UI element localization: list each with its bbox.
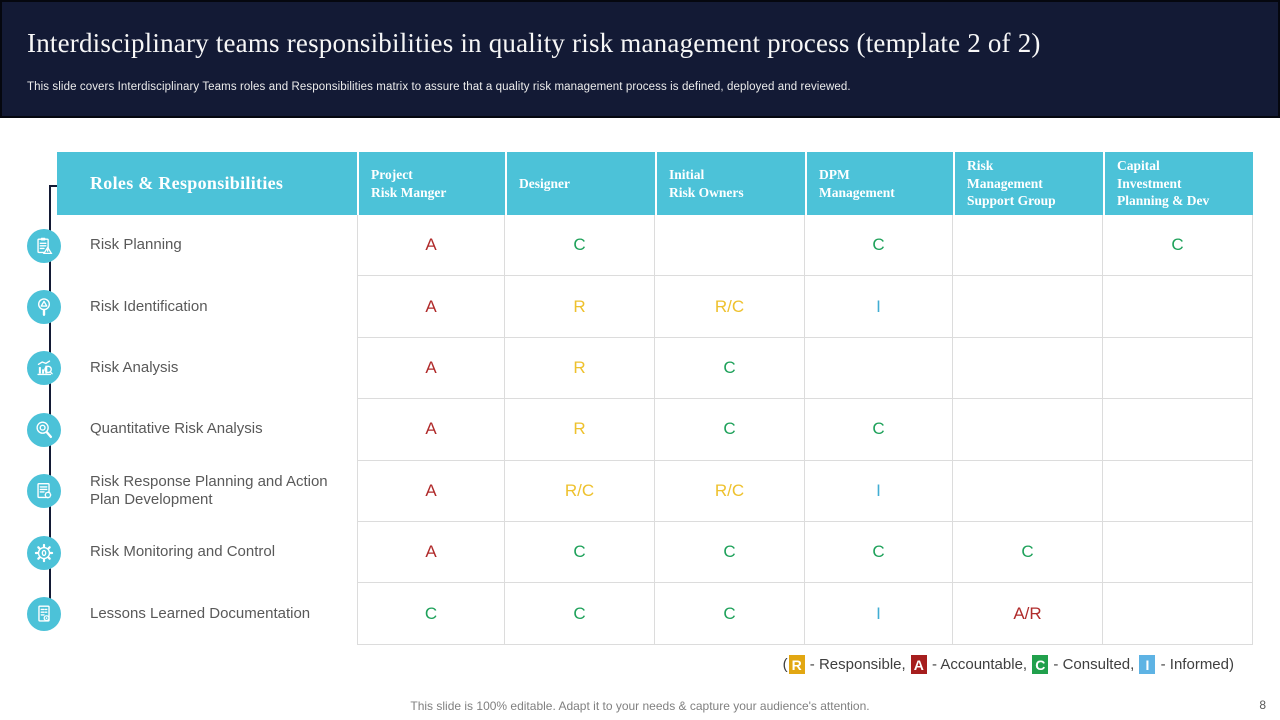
chart-magnifier-icon <box>27 351 61 386</box>
slide-title: Interdisciplinary teams responsibilities… <box>27 28 1041 58</box>
raci-cell <box>1103 521 1253 584</box>
checklist-gear-icon <box>27 597 61 632</box>
raci-cell: C <box>1103 215 1253 277</box>
raci-cell: A <box>357 521 505 584</box>
row-icon-cell <box>27 276 61 337</box>
raci-cell: C <box>655 337 805 400</box>
raci-cell: R/C <box>655 460 805 522</box>
raci-legend: (R - Responsible, A - Accountable, C - C… <box>783 655 1234 674</box>
column-header: Project Risk Manger <box>357 152 505 215</box>
raci-cell: I <box>805 276 953 338</box>
raci-cell: C <box>655 583 805 645</box>
table-row: Quantitative Risk Analysis A R C C <box>27 399 1253 461</box>
footer-note: This slide is 100% editable. Adapt it to… <box>410 699 870 713</box>
row-icon-cell <box>27 461 61 522</box>
legend-swatch-responsible: R <box>788 655 805 674</box>
raci-cell: R/C <box>655 276 805 338</box>
raci-cell: R <box>505 399 655 461</box>
corner-header: Roles & Responsibilities <box>57 152 357 215</box>
raci-cell: R <box>505 337 655 400</box>
raci-cell: A <box>357 215 505 277</box>
gear-icon <box>27 535 61 570</box>
raci-cell <box>953 276 1103 338</box>
row-label: Lessons Learned Documentation <box>90 604 311 622</box>
row-label: Risk Monitoring and Control <box>90 543 276 561</box>
row-icon-cell <box>27 583 61 644</box>
row-label: Risk Planning <box>90 236 182 254</box>
page-number: 8 <box>1259 698 1266 712</box>
raci-cell: C <box>805 215 953 277</box>
raci-cell: C <box>655 521 805 584</box>
table-header-row: Roles & Responsibilities Project Risk Ma… <box>27 152 1253 215</box>
legend-text: - Accountable, <box>927 656 1032 673</box>
row-label: Risk Analysis <box>90 359 179 377</box>
raci-cell: C <box>505 521 655 584</box>
raci-cell: A <box>357 399 505 461</box>
legend-swatch-informed: I <box>1139 655 1156 674</box>
table-row: Risk Identification A R R/C I <box>27 276 1253 338</box>
column-header: Designer <box>505 152 655 215</box>
raci-cell <box>1103 583 1253 645</box>
raci-cell: R/C <box>505 460 655 522</box>
timeline-connector-line <box>49 185 60 616</box>
raci-cell: C <box>805 399 953 461</box>
row-label: Risk Response Planning and Action Plan D… <box>90 472 328 509</box>
raci-cell: A/R <box>953 583 1103 645</box>
table-row: Risk Planning A C C C <box>27 215 1253 277</box>
legend-swatch-consulted: C <box>1032 655 1049 674</box>
raci-cell <box>1103 399 1253 461</box>
row-icon-cell <box>27 399 61 460</box>
raci-cell <box>805 337 953 400</box>
column-header: Capital Investment Planning & Dev <box>1103 152 1253 215</box>
raci-cell: C <box>953 521 1103 584</box>
raci-cell: C <box>357 583 505 645</box>
raci-cell: A <box>357 276 505 338</box>
raci-cell: I <box>805 460 953 522</box>
magnifier-target-icon <box>27 412 61 447</box>
raci-cell: C <box>505 215 655 277</box>
raci-cell: A <box>357 337 505 400</box>
row-icon-cell <box>27 522 61 583</box>
table-row: Risk Response Planning and Action Plan D… <box>27 460 1253 522</box>
raci-cell <box>655 215 805 277</box>
slide-header: Interdisciplinary teams responsibilities… <box>0 0 1280 118</box>
raci-cell <box>1103 460 1253 522</box>
row-icon-cell <box>27 215 61 276</box>
raci-cell: C <box>805 521 953 584</box>
raci-cell <box>953 399 1103 461</box>
row-icon-cell <box>27 338 61 399</box>
raci-cell: I <box>805 583 953 645</box>
legend-text: - Responsible, <box>805 656 910 673</box>
raci-cell: R <box>505 276 655 338</box>
raci-cell <box>953 215 1103 277</box>
raci-cell: C <box>655 399 805 461</box>
raci-cell <box>1103 276 1253 338</box>
clipboard-warning-icon <box>27 228 61 263</box>
legend-swatch-accountable: A <box>910 655 927 674</box>
column-header: Risk Management Support Group <box>953 152 1103 215</box>
raci-table: Roles & Responsibilities Project Risk Ma… <box>27 152 1253 645</box>
raci-cell <box>953 460 1103 522</box>
table-row: Risk Analysis A R C <box>27 337 1253 400</box>
header-icon-gap <box>27 152 57 215</box>
legend-text: - Informed) <box>1156 656 1234 673</box>
document-gear-icon <box>27 474 61 509</box>
raci-cell: A <box>357 460 505 522</box>
legend-text: ( <box>782 656 788 673</box>
row-label: Quantitative Risk Analysis <box>90 420 263 438</box>
table-row: Risk Monitoring and Control A C C C C <box>27 521 1253 584</box>
magnifier-warning-icon <box>27 290 61 325</box>
column-header: Initial Risk Owners <box>655 152 805 215</box>
column-header: DPM Management <box>805 152 953 215</box>
row-label: Risk Identification <box>90 297 208 315</box>
raci-cell <box>1103 337 1253 400</box>
legend-text: - Consulted, <box>1049 656 1139 673</box>
table-row: Lessons Learned Documentation C C C I A/R <box>27 583 1253 645</box>
slide-subtitle: This slide covers Interdisciplinary Team… <box>27 81 851 93</box>
raci-cell <box>953 337 1103 400</box>
raci-cell: C <box>505 583 655 645</box>
